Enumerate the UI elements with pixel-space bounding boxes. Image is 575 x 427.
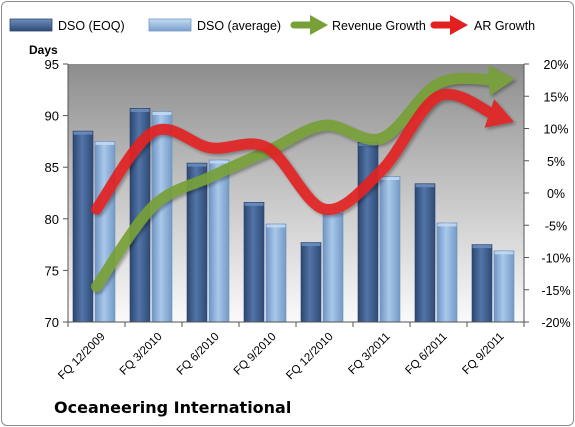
y-left-tick-label: 85 <box>45 160 59 175</box>
bar-dso-average-4 <box>322 209 344 323</box>
bar-top-dso-eoq-6 <box>415 184 435 188</box>
bar-dso-eoq-4 <box>300 242 322 323</box>
legend-swatch-dso-eoq <box>9 18 53 32</box>
y-left-tick-label: 90 <box>45 109 59 124</box>
legend-label-revenue-growth: Revenue Growth <box>332 19 426 33</box>
x-tick-label: FQ 6/2011 <box>403 331 449 377</box>
x-tick-label: FQ 3/2010 <box>118 331 165 378</box>
arrowhead-ar-growth <box>484 99 514 128</box>
legend-label-dso-eoq: DSO (EOQ) <box>58 19 125 33</box>
bar-top-dso-eoq-3 <box>244 202 264 206</box>
y-right-tick-label: 0% <box>547 187 565 201</box>
y-right-tick-label: 15% <box>543 90 568 104</box>
bar-top-dso-eoq-7 <box>472 245 492 249</box>
bar-top-dso-average-1 <box>152 111 172 115</box>
bar-dso-eoq-7 <box>471 244 493 323</box>
bar-top-dso-average-6 <box>437 223 457 227</box>
legend-label-ar-growth: AR Growth <box>474 19 535 33</box>
bar-dso-eoq-0 <box>72 130 94 323</box>
series-ar-growth <box>91 88 514 215</box>
bar-top-dso-eoq-4 <box>301 243 321 247</box>
bar-top-dso-average-7 <box>494 251 514 255</box>
bar-top-dso-eoq-0 <box>73 131 93 135</box>
y-right-tick-label: -15% <box>541 284 570 298</box>
arrowhead-revenue-growth <box>488 65 515 96</box>
line-ar-growth <box>91 88 501 215</box>
bar-top-dso-average-2 <box>209 160 229 164</box>
y-right-tick-label: -10% <box>541 252 570 266</box>
x-tick-label: FQ 9/2011 <box>460 331 506 377</box>
line-revenue-growth <box>91 72 501 293</box>
y-right-tick-label: 10% <box>543 123 568 137</box>
x-tick-label: FQ 9/2010 <box>232 331 279 378</box>
bar-dso-average-2 <box>208 159 230 323</box>
x-tick-label: FQ 12/2010 <box>284 331 335 382</box>
bar-dso-average-0 <box>94 141 116 323</box>
bar-dso-average-7 <box>493 250 515 323</box>
bar-dso-average-3 <box>265 223 287 323</box>
legend-swatch-dso-average <box>148 18 192 32</box>
legend-label-dso-average: DSO (average) <box>197 19 281 33</box>
x-tick-label: FQ 12/2009 <box>56 331 107 382</box>
bar-dso-average-1 <box>151 111 173 323</box>
legend-arrow-revenue-growth <box>290 15 328 35</box>
series-revenue-growth <box>91 65 515 293</box>
legend: DSO (EOQ) DSO (average) Revenue Growth A… <box>9 15 535 35</box>
bar-dso-eoq-3 <box>243 201 265 323</box>
legend-arrow-ar-growth <box>430 15 468 35</box>
y-left-tick-label: 75 <box>45 263 59 278</box>
y-right-tick-label: -20% <box>541 316 570 330</box>
x-tick-label: FQ 6/2010 <box>175 331 222 378</box>
bar-top-dso-average-5 <box>380 176 400 180</box>
bar-top-dso-eoq-2 <box>187 163 207 167</box>
bar-dso-eoq-6 <box>414 183 436 323</box>
bar-top-dso-eoq-1 <box>130 108 150 112</box>
bar-top-dso-average-0 <box>95 141 115 145</box>
x-tick-label: FQ 3/2011 <box>346 331 392 377</box>
y-right-tick-label: 20% <box>543 58 568 72</box>
y-axis-left-title: Days <box>29 43 58 57</box>
bar-top-dso-average-3 <box>266 224 286 228</box>
company-name: Oceaneering International <box>54 398 292 417</box>
y-left-tick-label: 70 <box>45 315 59 330</box>
bar-dso-average-6 <box>436 222 458 323</box>
y-right-tick-label: 5% <box>547 155 565 169</box>
y-left-tick-label: 95 <box>45 57 59 72</box>
y-left-tick-label: 80 <box>45 212 59 227</box>
bar-dso-average-5 <box>379 176 401 323</box>
y-right-tick-label: -5% <box>545 219 567 233</box>
